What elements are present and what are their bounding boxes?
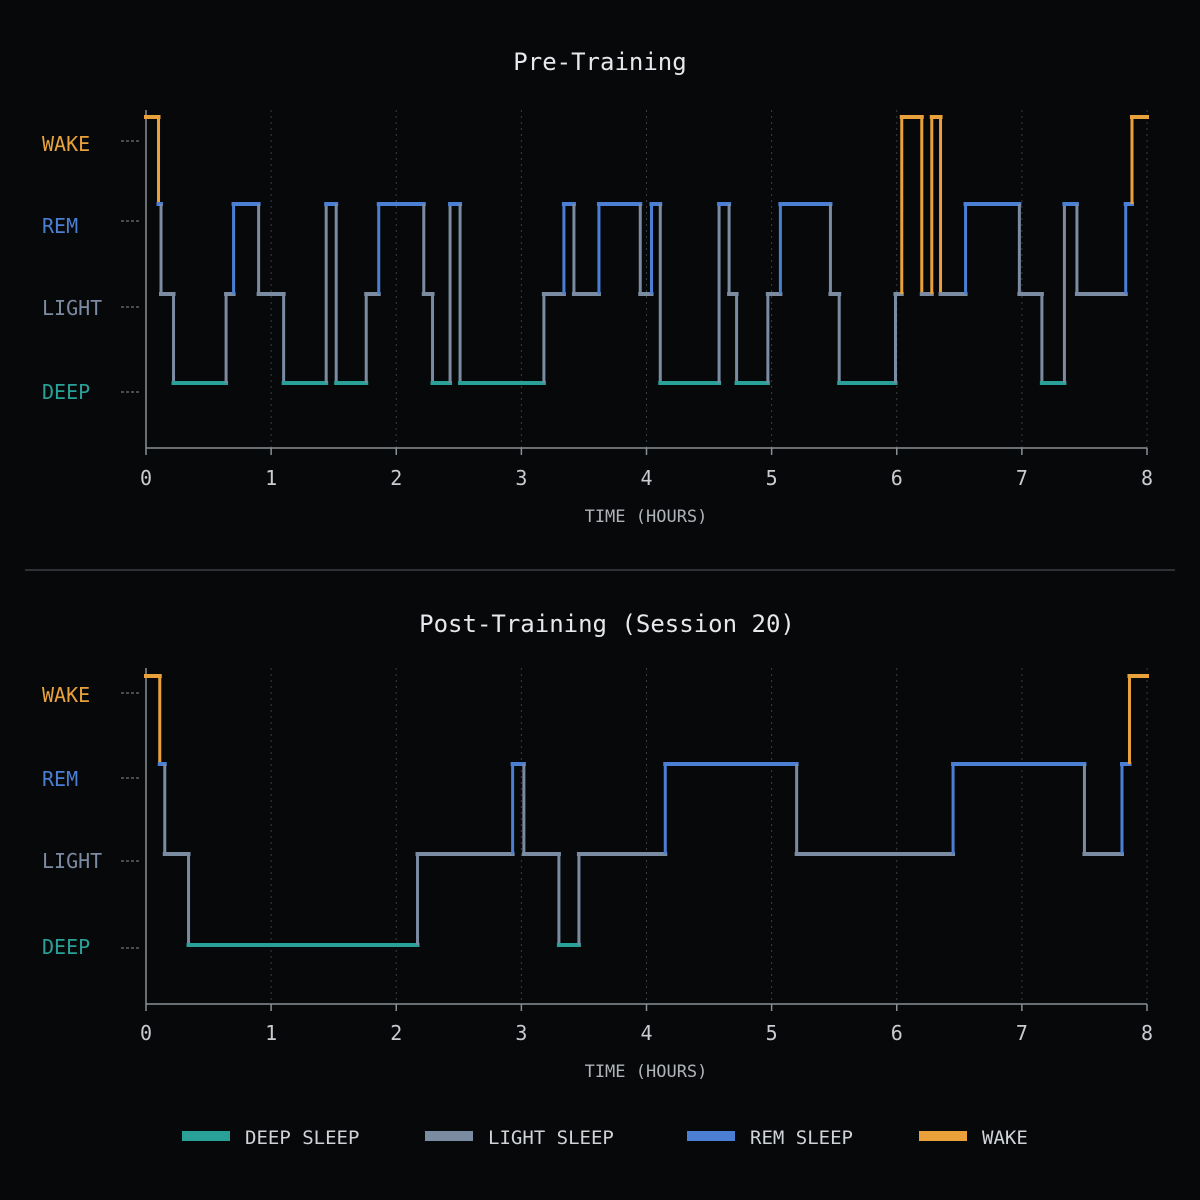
y-category-wake: WAKE — [42, 683, 90, 707]
chart-title: Post-Training (Session 20) — [419, 610, 795, 638]
y-axis-categories: WAKE REM LIGHT DEEP — [42, 683, 102, 959]
legend-swatch-rem — [687, 1131, 735, 1141]
x-tick-label: 6 — [891, 466, 903, 490]
hypnogram-series — [144, 674, 1149, 947]
x-tick-label: 1 — [265, 1021, 277, 1045]
x-tick-label: 5 — [766, 1021, 778, 1045]
y-category-deep: DEEP — [42, 380, 90, 404]
legend-item-deep-sleep: DEEP SLEEP — [182, 1127, 359, 1149]
y-category-light: LIGHT — [42, 296, 102, 320]
chart-title: Pre-Training — [513, 48, 686, 76]
legend-swatch-deep — [182, 1131, 230, 1141]
y-category-rem: REM — [42, 767, 78, 791]
x-axis-label: TIME (HOURS) — [585, 1062, 708, 1082]
legend: DEEP SLEEP LIGHT SLEEP REM SLEEP WAKE — [182, 1127, 1028, 1149]
x-tick-label: 2 — [390, 466, 402, 490]
x-tick-label: 2 — [390, 1021, 402, 1045]
x-axis-label: TIME (HOURS) — [585, 507, 708, 527]
x-tick-label: 8 — [1141, 466, 1153, 490]
legend-swatch-wake — [919, 1131, 967, 1141]
legend-label-rem: REM SLEEP — [750, 1127, 853, 1149]
x-tick-label: 7 — [1016, 1021, 1028, 1045]
x-tick-label: 3 — [515, 466, 527, 490]
x-tick-label: 5 — [766, 466, 778, 490]
x-tick-label: 3 — [515, 1021, 527, 1045]
x-tick-label: 8 — [1141, 1021, 1153, 1045]
x-tick-label: 7 — [1016, 466, 1028, 490]
pre-training-chart: Pre-Training WAKE REM LIGHT DEEP TIME (H… — [42, 48, 1153, 527]
x-tick-label: 1 — [265, 466, 277, 490]
y-category-light: LIGHT — [42, 849, 102, 873]
legend-item-light-sleep: LIGHT SLEEP — [425, 1127, 614, 1149]
y-axis-categories: WAKE REM LIGHT DEEP — [42, 132, 102, 404]
y-category-deep: DEEP — [42, 935, 90, 959]
hypnogram-series — [144, 115, 1149, 385]
x-tick-label: 4 — [640, 1021, 652, 1045]
post-training-chart: Post-Training (Session 20) WAKE REM LIGH… — [42, 610, 1153, 1082]
y-category-wake: WAKE — [42, 132, 90, 156]
x-tick-label: 0 — [140, 1021, 152, 1045]
legend-swatch-light — [425, 1131, 473, 1141]
x-tick-label: 4 — [640, 466, 652, 490]
legend-item-rem-sleep: REM SLEEP — [687, 1127, 853, 1149]
legend-label-light: LIGHT SLEEP — [488, 1127, 614, 1149]
legend-item-wake: WAKE — [919, 1127, 1028, 1149]
x-tick-label: 0 — [140, 466, 152, 490]
legend-label-deep: DEEP SLEEP — [245, 1127, 359, 1149]
y-category-rem: REM — [42, 214, 78, 238]
x-tick-label: 6 — [891, 1021, 903, 1045]
legend-label-wake: WAKE — [982, 1127, 1028, 1149]
